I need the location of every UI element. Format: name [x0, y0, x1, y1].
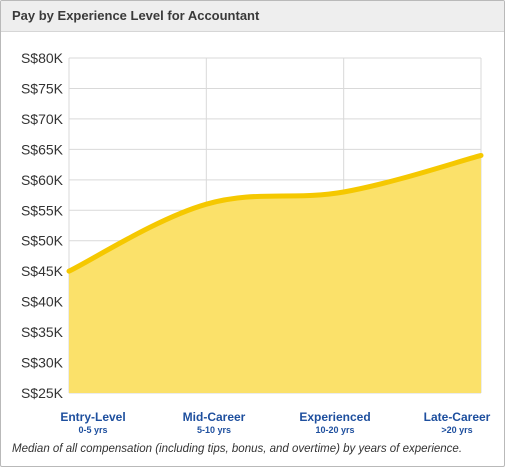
pay-series-line: [66, 152, 484, 274]
x-category-sublabel: 0-5 yrs: [78, 425, 107, 435]
x-category-label: Mid-Career: [183, 410, 246, 424]
x-category-sublabel: 10-20 yrs: [315, 425, 354, 435]
y-tick-label: S$30K: [21, 355, 64, 371]
x-category-label: Experienced: [299, 410, 370, 424]
x-category-sublabel: 5-10 yrs: [197, 425, 231, 435]
area-layer: [66, 152, 484, 393]
x-category-label: Entry-Level: [60, 410, 125, 424]
y-tick-label: S$40K: [21, 294, 64, 310]
y-tick-label: S$60K: [21, 172, 64, 188]
y-tick-label: S$55K: [21, 202, 64, 218]
y-tick-label: S$65K: [21, 141, 64, 157]
y-tick-label: S$25K: [21, 385, 64, 401]
y-tick-label: S$35K: [21, 324, 64, 340]
y-tick-label: S$50K: [21, 233, 64, 249]
chart-title: Pay by Experience Level for Accountant: [12, 8, 260, 23]
y-tick-label: S$80K: [21, 50, 64, 66]
y-tick-label: S$75K: [21, 80, 64, 96]
x-category-label: Late-Career: [424, 410, 491, 424]
x-category-sublabel: >20 yrs: [441, 425, 472, 435]
y-tick-label: S$70K: [21, 111, 64, 127]
pay-area-fill: [69, 155, 481, 393]
y-axis-ticks: S$25K S$30K S$35K S$40K S$45K S$50K S$55K S$60K…: [21, 50, 64, 401]
panel-header: Pay by Experience Level for Accountant: [1, 1, 504, 32]
y-tick-label: S$45K: [21, 263, 64, 279]
chart-footnote: Median of all compensation (including ti…: [12, 443, 463, 455]
